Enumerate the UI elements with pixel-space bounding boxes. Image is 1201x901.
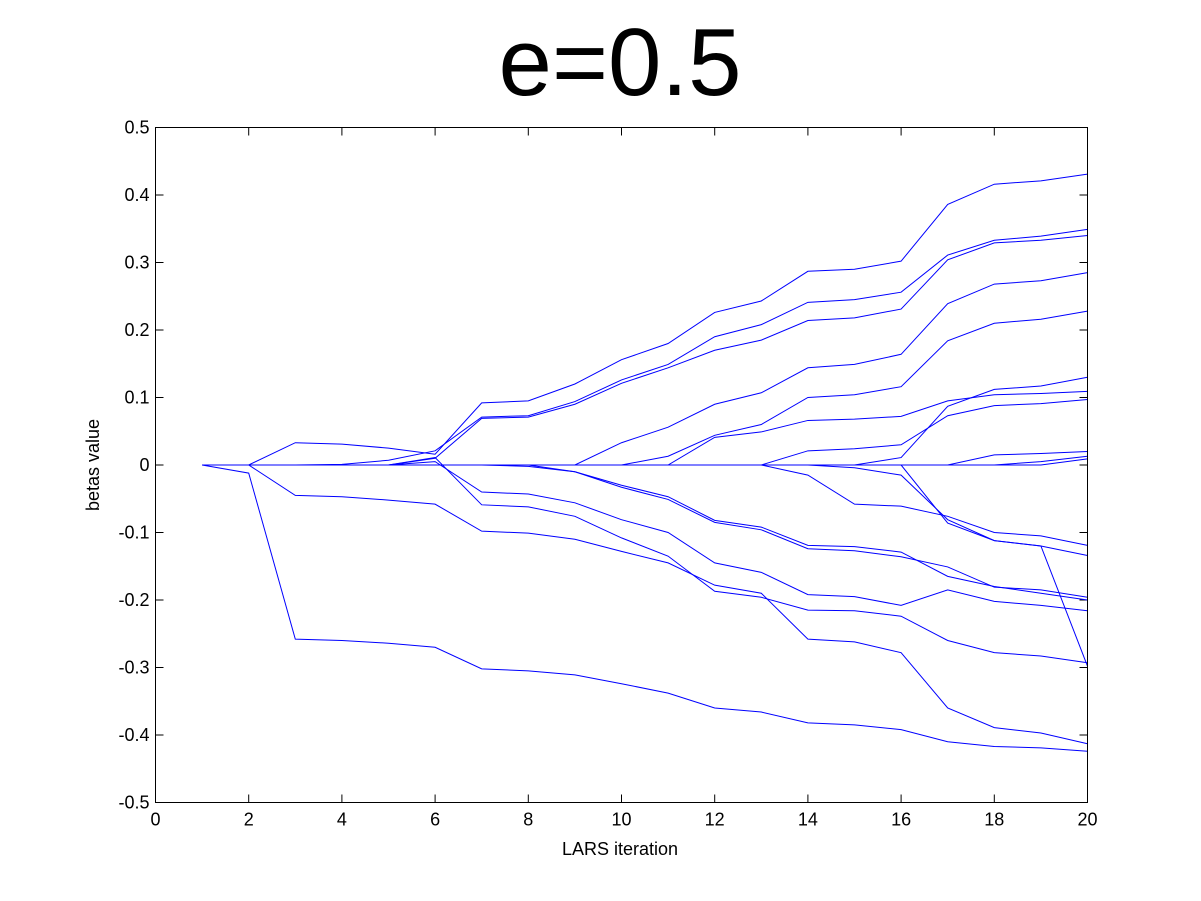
x-tick-label: 6 (430, 810, 440, 830)
beta-series-line-12 (202, 464, 1088, 546)
x-tick-label: 10 (611, 810, 631, 830)
beta-series-line-9 (202, 451, 1088, 466)
y-tick-label: -0.4 (118, 725, 149, 745)
beta-series-line-15 (202, 464, 1088, 601)
beta-series-line-16 (202, 461, 1088, 612)
beta-series-line-13 (202, 464, 1088, 556)
beta-series-line-19 (202, 464, 1088, 752)
x-tick-label: 0 (150, 810, 160, 830)
chart-title: e=0.5 (499, 9, 742, 116)
x-tick-label: 2 (244, 810, 254, 830)
y-tick-label: 0.4 (124, 185, 149, 205)
beta-series-line-3 (202, 235, 1088, 466)
x-tick-label: 16 (891, 810, 911, 830)
x-tick-label: 18 (984, 810, 1004, 830)
beta-series-line-18 (202, 464, 1088, 745)
beta-series-line-4 (202, 272, 1088, 466)
y-axis-label: betas value (83, 419, 103, 511)
x-tick-label: 8 (523, 810, 533, 830)
beta-series-line-5 (202, 310, 1088, 466)
x-axis: 0 2 4 6 8 10 12 14 16 18 20 (150, 127, 1098, 830)
beta-series-line-7 (202, 399, 1088, 466)
y-tick-label: -0.2 (118, 590, 149, 610)
y-tick-label: 0.1 (124, 388, 149, 408)
y-tick-label: 0.5 (124, 118, 149, 138)
y-tick-label: 0 (139, 455, 149, 475)
plot-lines (202, 173, 1088, 752)
y-tick-label: 0.2 (124, 320, 149, 340)
x-tick-label: 12 (705, 810, 725, 830)
x-tick-label: 4 (337, 810, 347, 830)
y-tick-label: -0.1 (118, 523, 149, 543)
x-axis-label: LARS iteration (562, 839, 678, 859)
beta-series-line-8 (202, 376, 1088, 466)
y-tick-label: -0.3 (118, 658, 149, 678)
x-tick-label: 20 (1077, 810, 1097, 830)
plot-frame (155, 127, 1088, 803)
x-tick-label: 14 (798, 810, 818, 830)
y-tick-label: 0.3 (124, 253, 149, 273)
y-tick-label: -0.5 (118, 793, 149, 813)
beta-series-line-1 (202, 173, 1088, 466)
beta-series-line-17 (202, 457, 1088, 664)
beta-series-line-2 (202, 228, 1088, 466)
beta-series-line-20 (202, 464, 1088, 667)
beta-series-line-6 (202, 390, 1088, 466)
